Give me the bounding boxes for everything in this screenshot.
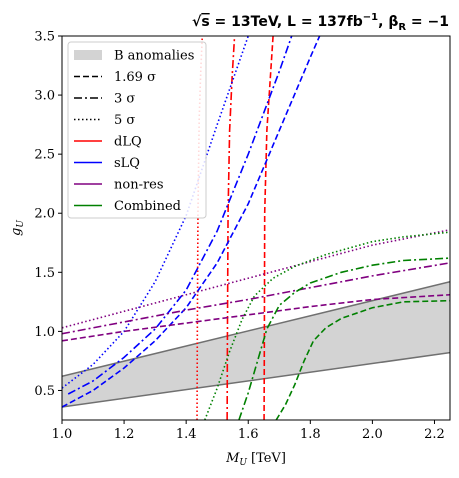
series-line-7 [62,262,450,335]
series-line-11 [204,231,450,420]
x-tick-label: 1.0 [52,427,73,442]
series-line-0 [263,36,274,420]
legend-box [67,41,207,219]
legend-label: 3 σ [114,92,135,107]
y-tick-label: 1.5 [34,266,55,281]
legend-label: 5 σ [114,113,135,128]
y-tick-label: 2.5 [34,148,55,163]
series-line-8 [62,228,450,329]
legend-label: dLQ [114,135,142,150]
x-axis-label: MU [TeV] [225,451,286,468]
x-axis: 1.0 1.2 1.4 1.6 1.8 2.0 2.2 [52,420,445,442]
plot-area [62,36,450,420]
y-tick-label: 1.0 [34,325,55,340]
legend-label: 1.69 σ [114,70,156,85]
x-tick-label: 1.2 [114,427,135,442]
title-beta: , β [378,14,398,30]
title-lumi-exp: −1 [363,12,378,23]
series-line-10 [238,257,450,420]
legend-swatch [74,50,102,60]
y-tick-label: 2.0 [34,207,55,222]
y-axis: 0.5 1.0 1.5 2.0 2.5 3.0 3.5 [34,30,62,399]
series-group [62,36,450,420]
y-tick-label: 0.5 [34,384,55,399]
plot-frame [61,35,451,421]
x-tick-label: 2.2 [424,427,445,442]
x-axis-label-sub: U [239,458,247,468]
legend-label: non-res [114,178,164,193]
x-tick-label: 1.4 [176,427,197,442]
legend: B anomalies 1.69 σ 3 σ 5 σ dLQ sLQ non-res Comb… [67,41,207,219]
title-sqrt-s: s [201,14,209,30]
b-anomalies-band-upper-edge [62,281,450,378]
b-anomalies-band [62,281,450,408]
series-line-9 [275,299,450,420]
series-line-3 [62,36,321,408]
x-tick-label: 2.0 [362,427,383,442]
series-line-5 [62,36,249,389]
title-beta-val: = −1 [406,14,449,30]
b-anomalies-band-lower-edge [62,351,450,408]
chart-title: √s = 13TeV, L = 137fb−1, βR = −1 [192,12,449,33]
x-tick-label: 1.8 [300,427,321,442]
legend-label: sLQ [114,156,140,171]
legend-label: B anomalies [114,49,194,64]
y-axis-label-sub: U [16,220,26,228]
y-tick-label: 3.0 [34,89,55,104]
legend-label: Combined [114,199,181,214]
x-tick-label: 1.6 [238,427,259,442]
title-beta-sub: R [398,22,406,33]
x-axis-label-unit: [TeV] [251,451,286,466]
title-sqrt-symbol: √ [192,14,202,30]
y-tick-label: 3.5 [34,30,55,45]
x-axis-label-main: M [225,451,240,466]
y-axis-label: gU [9,220,26,236]
y-axis-label-main: g [9,228,24,236]
title-energy-lumi: = 13TeV, L = 137fb [210,14,363,30]
